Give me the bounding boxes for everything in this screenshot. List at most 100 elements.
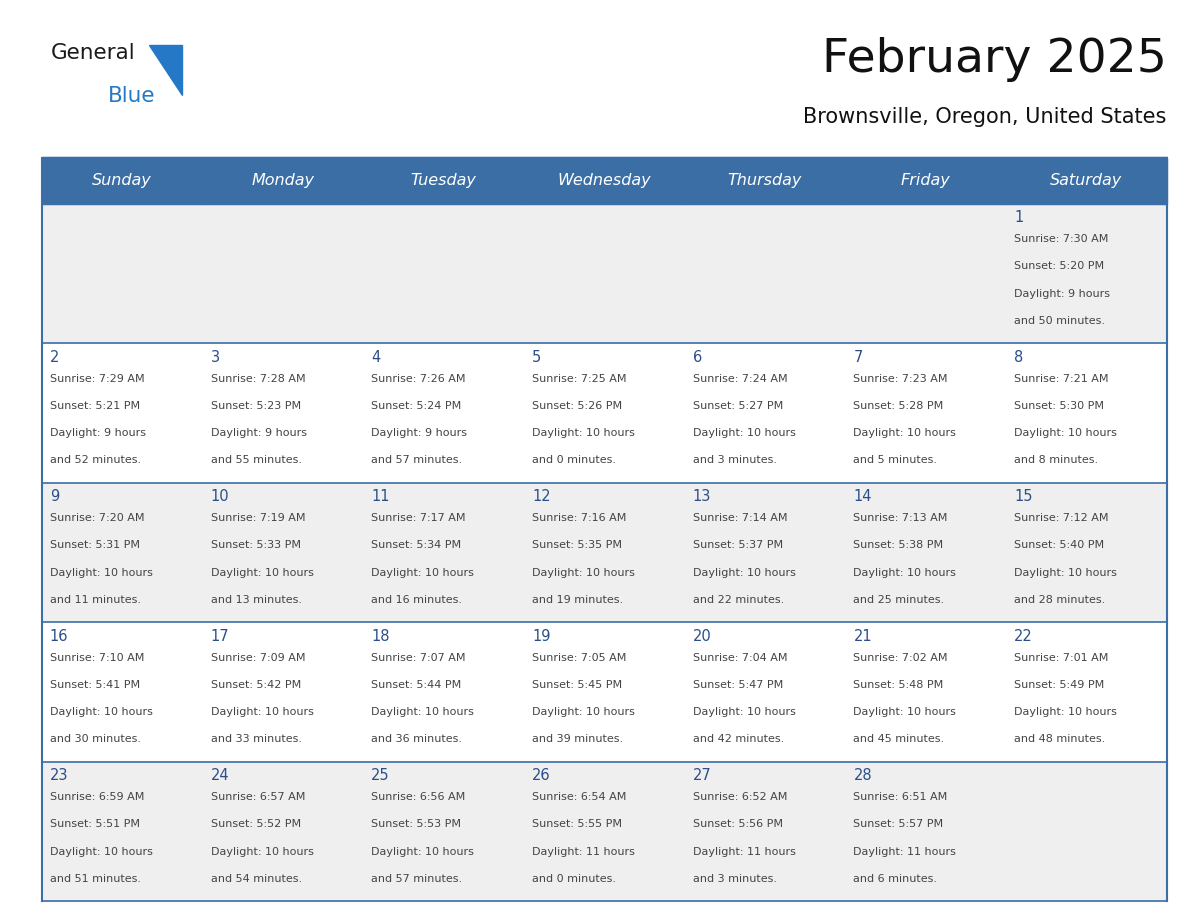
Text: and 16 minutes.: and 16 minutes. xyxy=(372,595,462,605)
Polygon shape xyxy=(684,483,845,622)
Text: Sunset: 5:45 PM: Sunset: 5:45 PM xyxy=(532,680,623,690)
Text: Sunrise: 7:02 AM: Sunrise: 7:02 AM xyxy=(853,653,948,663)
Text: and 6 minutes.: and 6 minutes. xyxy=(853,874,937,884)
Text: 26: 26 xyxy=(532,768,551,783)
Text: 20: 20 xyxy=(693,629,712,644)
Text: Sunrise: 6:51 AM: Sunrise: 6:51 AM xyxy=(853,792,948,802)
Text: Daylight: 11 hours: Daylight: 11 hours xyxy=(693,846,796,856)
Text: Sunrise: 7:10 AM: Sunrise: 7:10 AM xyxy=(50,653,144,663)
Text: Sunrise: 6:56 AM: Sunrise: 6:56 AM xyxy=(372,792,466,802)
Text: and 0 minutes.: and 0 minutes. xyxy=(532,455,617,465)
Text: and 5 minutes.: and 5 minutes. xyxy=(853,455,937,465)
Text: Daylight: 10 hours: Daylight: 10 hours xyxy=(1015,428,1117,438)
Text: Daylight: 10 hours: Daylight: 10 hours xyxy=(693,567,796,577)
Text: General: General xyxy=(51,43,135,63)
Text: 13: 13 xyxy=(693,489,712,504)
Text: Wednesday: Wednesday xyxy=(557,174,651,188)
Polygon shape xyxy=(364,762,524,901)
Text: and 42 minutes.: and 42 minutes. xyxy=(693,734,784,744)
Text: 23: 23 xyxy=(50,768,69,783)
Text: and 50 minutes.: and 50 minutes. xyxy=(1015,316,1105,326)
Text: Sunset: 5:30 PM: Sunset: 5:30 PM xyxy=(1015,401,1104,411)
Text: and 54 minutes.: and 54 minutes. xyxy=(210,874,302,884)
Text: Daylight: 10 hours: Daylight: 10 hours xyxy=(693,428,796,438)
Polygon shape xyxy=(202,762,364,901)
Text: and 22 minutes.: and 22 minutes. xyxy=(693,595,784,605)
Polygon shape xyxy=(42,622,202,762)
Polygon shape xyxy=(364,158,524,204)
Text: and 45 minutes.: and 45 minutes. xyxy=(853,734,944,744)
Polygon shape xyxy=(684,622,845,762)
Text: Sunset: 5:53 PM: Sunset: 5:53 PM xyxy=(372,820,461,830)
Polygon shape xyxy=(1006,622,1167,762)
Text: and 28 minutes.: and 28 minutes. xyxy=(1015,595,1106,605)
Text: 4: 4 xyxy=(372,350,380,364)
Text: and 36 minutes.: and 36 minutes. xyxy=(372,734,462,744)
Text: Sunset: 5:40 PM: Sunset: 5:40 PM xyxy=(1015,541,1105,551)
Polygon shape xyxy=(364,622,524,762)
Text: Tuesday: Tuesday xyxy=(410,174,476,188)
Polygon shape xyxy=(524,622,684,762)
Text: Sunrise: 6:52 AM: Sunrise: 6:52 AM xyxy=(693,792,788,802)
Text: 21: 21 xyxy=(853,629,872,644)
Polygon shape xyxy=(524,762,684,901)
Text: Daylight: 10 hours: Daylight: 10 hours xyxy=(853,428,956,438)
Text: Sunrise: 7:04 AM: Sunrise: 7:04 AM xyxy=(693,653,788,663)
Text: 9: 9 xyxy=(50,489,59,504)
Text: Daylight: 10 hours: Daylight: 10 hours xyxy=(50,846,153,856)
Text: Daylight: 10 hours: Daylight: 10 hours xyxy=(532,428,634,438)
Text: Sunset: 5:31 PM: Sunset: 5:31 PM xyxy=(50,541,140,551)
Polygon shape xyxy=(524,483,684,622)
Text: 27: 27 xyxy=(693,768,712,783)
Text: Sunrise: 7:19 AM: Sunrise: 7:19 AM xyxy=(210,513,305,523)
Text: Sunset: 5:57 PM: Sunset: 5:57 PM xyxy=(853,820,943,830)
Polygon shape xyxy=(1006,343,1167,483)
Text: 14: 14 xyxy=(853,489,872,504)
Text: 11: 11 xyxy=(372,489,390,504)
Polygon shape xyxy=(202,622,364,762)
Text: Daylight: 10 hours: Daylight: 10 hours xyxy=(532,567,634,577)
Polygon shape xyxy=(202,204,364,343)
Text: 7: 7 xyxy=(853,350,862,364)
Polygon shape xyxy=(1006,483,1167,622)
Text: Friday: Friday xyxy=(901,174,950,188)
Text: 16: 16 xyxy=(50,629,69,644)
Text: Sunrise: 7:09 AM: Sunrise: 7:09 AM xyxy=(210,653,305,663)
Polygon shape xyxy=(148,45,182,95)
Text: Sunset: 5:38 PM: Sunset: 5:38 PM xyxy=(853,541,943,551)
Text: Sunset: 5:34 PM: Sunset: 5:34 PM xyxy=(372,541,461,551)
Polygon shape xyxy=(684,204,845,343)
Text: Daylight: 9 hours: Daylight: 9 hours xyxy=(50,428,146,438)
Polygon shape xyxy=(524,204,684,343)
Text: 1: 1 xyxy=(1015,210,1024,225)
Polygon shape xyxy=(845,762,1006,901)
Text: 17: 17 xyxy=(210,629,229,644)
Polygon shape xyxy=(524,158,684,204)
Text: 18: 18 xyxy=(372,629,390,644)
Text: Daylight: 10 hours: Daylight: 10 hours xyxy=(1015,707,1117,717)
Text: 25: 25 xyxy=(372,768,390,783)
Text: Sunrise: 7:13 AM: Sunrise: 7:13 AM xyxy=(853,513,948,523)
Text: and 19 minutes.: and 19 minutes. xyxy=(532,595,624,605)
Text: Sunrise: 7:23 AM: Sunrise: 7:23 AM xyxy=(853,374,948,384)
Text: Sunset: 5:52 PM: Sunset: 5:52 PM xyxy=(210,820,301,830)
Polygon shape xyxy=(684,343,845,483)
Polygon shape xyxy=(845,343,1006,483)
Text: Sunset: 5:48 PM: Sunset: 5:48 PM xyxy=(853,680,943,690)
Text: Sunrise: 7:05 AM: Sunrise: 7:05 AM xyxy=(532,653,626,663)
Text: and 11 minutes.: and 11 minutes. xyxy=(50,595,141,605)
Polygon shape xyxy=(684,158,845,204)
Text: Sunset: 5:24 PM: Sunset: 5:24 PM xyxy=(372,401,462,411)
Text: Sunrise: 7:28 AM: Sunrise: 7:28 AM xyxy=(210,374,305,384)
Text: Sunrise: 7:01 AM: Sunrise: 7:01 AM xyxy=(1015,653,1108,663)
Text: Daylight: 10 hours: Daylight: 10 hours xyxy=(372,707,474,717)
Text: 10: 10 xyxy=(210,489,229,504)
Text: Sunset: 5:44 PM: Sunset: 5:44 PM xyxy=(372,680,462,690)
Polygon shape xyxy=(42,343,202,483)
Text: Daylight: 10 hours: Daylight: 10 hours xyxy=(372,567,474,577)
Text: Daylight: 10 hours: Daylight: 10 hours xyxy=(693,707,796,717)
Text: 24: 24 xyxy=(210,768,229,783)
Text: and 30 minutes.: and 30 minutes. xyxy=(50,734,141,744)
Text: and 0 minutes.: and 0 minutes. xyxy=(532,874,617,884)
Text: Daylight: 10 hours: Daylight: 10 hours xyxy=(210,707,314,717)
